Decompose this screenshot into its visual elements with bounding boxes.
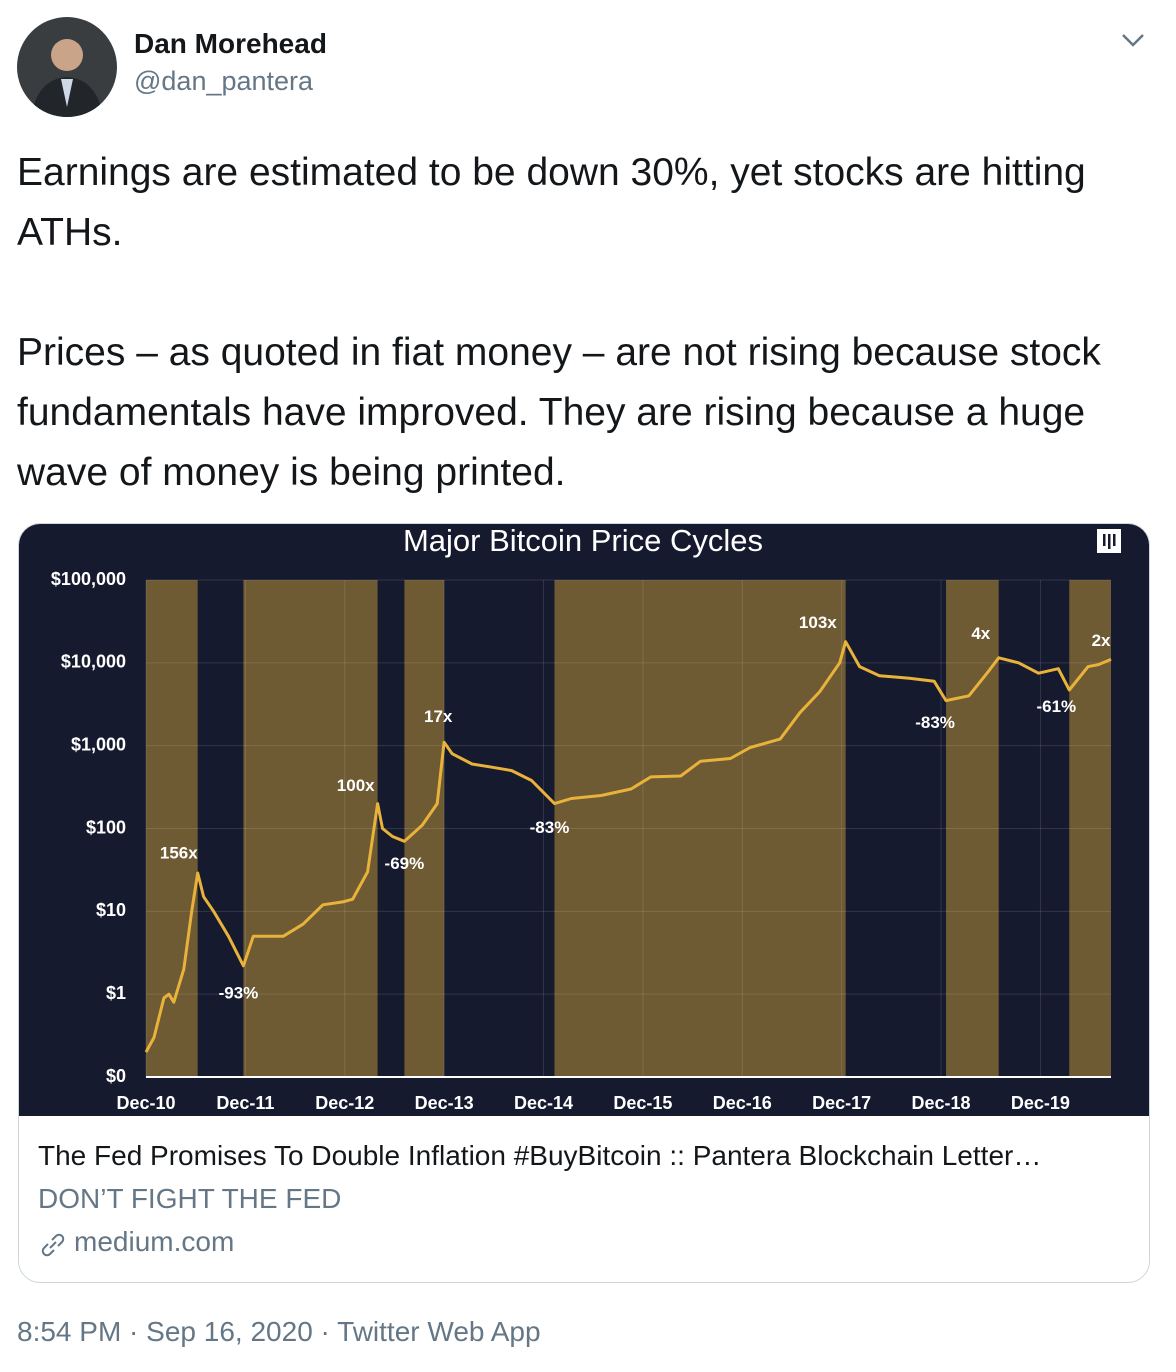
annotation: 4x	[971, 624, 990, 643]
annotation: -83%	[530, 818, 570, 837]
y-tick-label: $0	[106, 1066, 126, 1086]
chevron[interactable]	[1120, 30, 1146, 50]
tweet-text: Prices – as quoted in fiat money – are n…	[17, 331, 1101, 494]
annotation: -93%	[219, 984, 259, 1003]
author-handle[interactable]: @dan_pantera	[134, 66, 314, 96]
cycle-band	[554, 580, 846, 1077]
avatar[interactable]	[17, 17, 117, 117]
x-tick-label: Dec-14	[514, 1093, 573, 1113]
y-tick-label: $10	[96, 900, 126, 920]
x-tick-label: Dec-16	[713, 1093, 772, 1113]
tweet-footer: 8:54 PM · Sep 16, 2020 · Twitter Web App	[17, 1316, 541, 1347]
chart: Major Bitcoin Price Cycles $0 $1 $10 $100 $1…	[19, 524, 1149, 1116]
annotation: 17x	[424, 707, 453, 726]
y-tick-label: $1	[106, 983, 126, 1003]
annotation: 100x	[337, 776, 375, 795]
logo	[1097, 529, 1121, 553]
x-tick-label: Dec-17	[812, 1093, 871, 1113]
x-tick-label: Dec-10	[116, 1093, 175, 1113]
x-tick-label: Dec-11	[216, 1093, 274, 1113]
card-title[interactable]: The Fed Promises To Double Inflation #Bu…	[38, 1140, 1042, 1171]
link-icon	[41, 1233, 65, 1257]
source[interactable]: Twitter Web App	[337, 1316, 541, 1347]
annotation: -61%	[1036, 697, 1076, 716]
cycle-band	[946, 580, 999, 1077]
chart-title: Major Bitcoin Price Cycles	[403, 524, 763, 558]
x-tick-label: Dec-15	[613, 1093, 672, 1113]
annotation: -69%	[385, 854, 425, 873]
cycle-band	[243, 580, 378, 1077]
y-tick-label: $1,000	[71, 734, 126, 754]
cycle-band	[146, 580, 198, 1077]
card-domain: medium.com	[74, 1226, 235, 1257]
tweet-text: Earnings are estimated to be down 30%, y…	[17, 151, 1086, 254]
price-line	[144, 640, 1112, 1053]
cycle-band	[404, 580, 445, 1077]
time[interactable]: 8:54 PM	[17, 1316, 122, 1347]
annotation: -83%	[915, 713, 955, 732]
x-tick-label: Dec-18	[912, 1093, 971, 1113]
link-card[interactable]: Major Bitcoin Price Cycles $0 $1 $10 $100 $1…	[18, 523, 1150, 1283]
annotation: 2x	[1092, 631, 1111, 650]
y-tick-label: $100	[86, 817, 126, 837]
y-tick-label: $10,000	[61, 652, 126, 672]
annotation: 103x	[799, 613, 837, 632]
x-tick-label: Dec-13	[415, 1093, 474, 1113]
y-tick-label: $100,000	[51, 569, 126, 589]
author-name[interactable]: Dan Morehead	[134, 28, 327, 59]
annotation: 156x	[160, 844, 198, 863]
date[interactable]: Sep 16, 2020	[146, 1316, 313, 1347]
card-description: DON’T FIGHT THE FED	[38, 1183, 342, 1214]
x-tick-label: Dec-12	[315, 1093, 374, 1113]
x-tick-label: Dec-19	[1011, 1093, 1070, 1113]
